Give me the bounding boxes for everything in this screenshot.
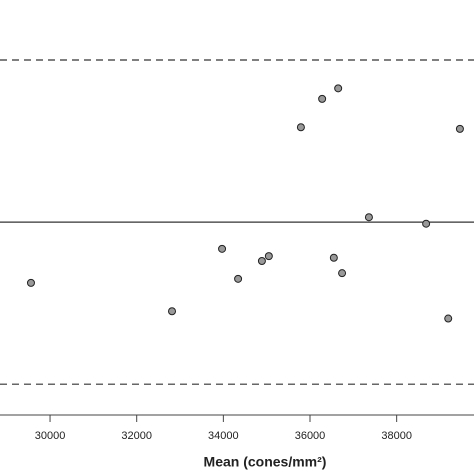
point — [26, 278, 35, 287]
point — [334, 84, 343, 93]
point — [364, 213, 373, 222]
point — [422, 219, 431, 228]
x-tick-label: 32000 — [121, 430, 152, 442]
point — [338, 269, 347, 278]
point — [296, 123, 305, 132]
point — [234, 274, 243, 283]
x-tick-label: 36000 — [295, 430, 326, 442]
point — [444, 314, 453, 323]
point — [218, 244, 227, 253]
x-tick-label: 38000 — [381, 430, 412, 442]
point — [168, 307, 177, 316]
point — [264, 252, 273, 261]
point — [455, 124, 464, 133]
point — [329, 253, 338, 262]
x-axis-label: Mean (cones/mm²) — [204, 454, 327, 470]
point — [318, 94, 327, 103]
point — [257, 256, 266, 265]
x-tick-label: 30000 — [35, 430, 66, 442]
x-tick-label: 34000 — [208, 430, 239, 442]
